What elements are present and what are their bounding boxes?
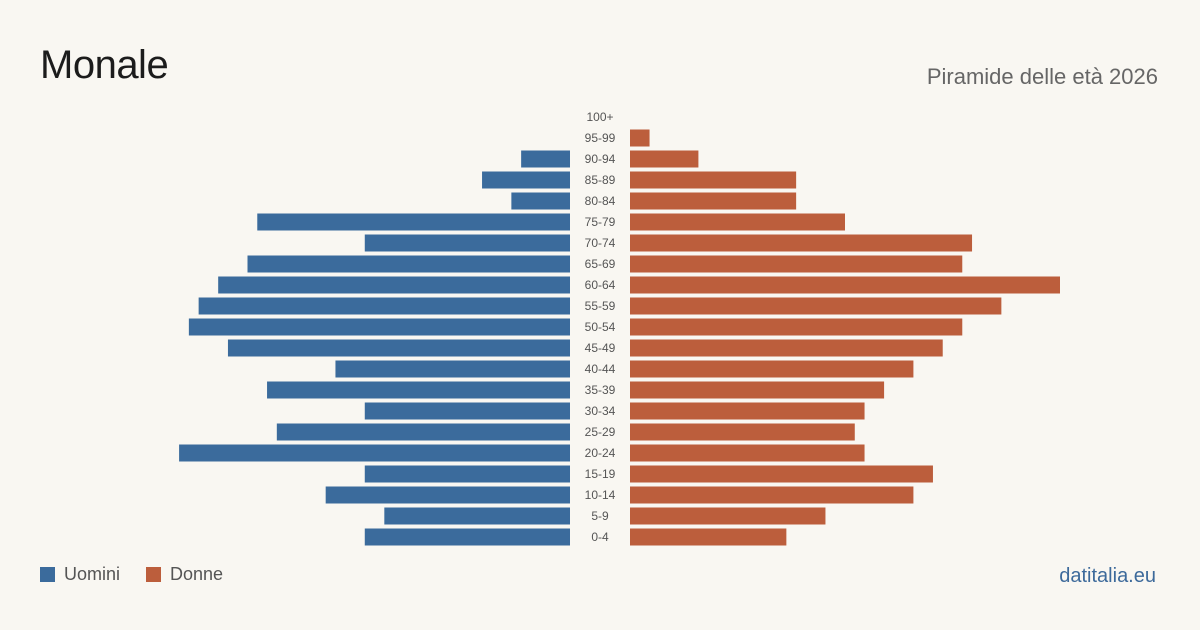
age-label-0-4: 0-4 xyxy=(591,530,609,544)
bar-men-40-44 xyxy=(335,360,570,378)
legend-swatch-men xyxy=(40,567,55,582)
bar-women-45-49 xyxy=(630,339,943,357)
bar-men-50-54 xyxy=(188,318,570,336)
legend-item-men: Uomini xyxy=(40,564,120,585)
age-label-100plus: 100+ xyxy=(586,110,613,124)
bar-men-70-74 xyxy=(364,234,570,252)
age-label-20-24: 20-24 xyxy=(585,446,616,460)
legend-label-men: Uomini xyxy=(64,564,121,584)
brand-link[interactable]: datitalia.eu xyxy=(1059,565,1156,587)
bar-women-80-84 xyxy=(630,192,797,210)
legend-swatch-women xyxy=(146,567,162,582)
age-label-30-34: 30-34 xyxy=(585,404,616,418)
bar-men-35-39 xyxy=(267,381,570,399)
bar-men-60-64 xyxy=(218,276,570,294)
bar-women-25-29 xyxy=(630,423,855,441)
age-label-5-9: 5-9 xyxy=(591,509,609,523)
age-label-90-94: 90-94 xyxy=(585,152,616,166)
bar-women-35-39 xyxy=(630,381,885,399)
bar-women-95-99 xyxy=(630,129,650,147)
bar-men-85-89 xyxy=(482,171,570,189)
bar-men-30-34 xyxy=(364,402,570,420)
age-label-75-79: 75-79 xyxy=(585,215,616,229)
age-label-55-59: 55-59 xyxy=(585,299,616,313)
bar-women-40-44 xyxy=(630,360,914,378)
bar-women-0-4 xyxy=(630,528,787,546)
age-label-50-54: 50-54 xyxy=(585,320,616,334)
bar-men-15-19 xyxy=(364,465,570,483)
bar-women-65-69 xyxy=(630,255,963,273)
age-label-45-49: 45-49 xyxy=(585,341,616,355)
chart-subtitle: Piramide delle età 2026 xyxy=(926,64,1158,89)
age-label-95-99: 95-99 xyxy=(585,131,616,145)
legend-item-women: Donne xyxy=(146,564,223,585)
bar-men-0-4 xyxy=(364,528,570,546)
bar-women-70-74 xyxy=(630,234,973,252)
age-label-70-74: 70-74 xyxy=(585,236,616,250)
age-label-15-19: 15-19 xyxy=(585,467,616,481)
age-label-60-64: 60-64 xyxy=(585,278,616,292)
bar-men-20-24 xyxy=(179,444,570,462)
age-labels-group: 100+ 95-99 90-94 85-89 80-84 75-79 70-74 65-69 6… xyxy=(585,110,616,544)
bar-women-60-64 xyxy=(630,276,1060,294)
bar-men-80-84 xyxy=(511,192,570,210)
bar-women-15-19 xyxy=(630,465,933,483)
chart-title: Monale xyxy=(40,43,169,87)
legend-label-women: Donne xyxy=(170,564,224,584)
bar-women-50-54 xyxy=(630,318,963,336)
men-bars-group xyxy=(179,150,571,546)
bar-men-65-69 xyxy=(247,255,570,273)
bar-women-90-94 xyxy=(630,150,699,168)
bar-women-5-9 xyxy=(630,507,826,525)
legend: Uomini Donne xyxy=(40,564,223,585)
bar-women-75-79 xyxy=(630,213,845,231)
women-bars-group xyxy=(630,129,1060,546)
bar-men-25-29 xyxy=(276,423,570,441)
bar-men-10-14 xyxy=(325,486,570,504)
bar-men-75-79 xyxy=(257,213,570,231)
bar-women-10-14 xyxy=(630,486,914,504)
bar-women-85-89 xyxy=(630,171,797,189)
age-label-80-84: 80-84 xyxy=(585,194,616,208)
age-label-10-14: 10-14 xyxy=(585,488,616,502)
bar-men-5-9 xyxy=(384,507,570,525)
age-label-40-44: 40-44 xyxy=(585,362,616,376)
bar-women-20-24 xyxy=(630,444,865,462)
bar-women-30-34 xyxy=(630,402,865,420)
bar-men-45-49 xyxy=(227,339,571,357)
age-label-35-39: 35-39 xyxy=(585,383,616,397)
age-label-85-89: 85-89 xyxy=(585,173,616,187)
bar-men-90-94 xyxy=(521,150,570,168)
bar-women-55-59 xyxy=(630,297,1002,315)
age-label-25-29: 25-29 xyxy=(585,425,616,439)
age-label-65-69: 65-69 xyxy=(585,257,616,271)
bar-men-55-59 xyxy=(198,297,571,315)
